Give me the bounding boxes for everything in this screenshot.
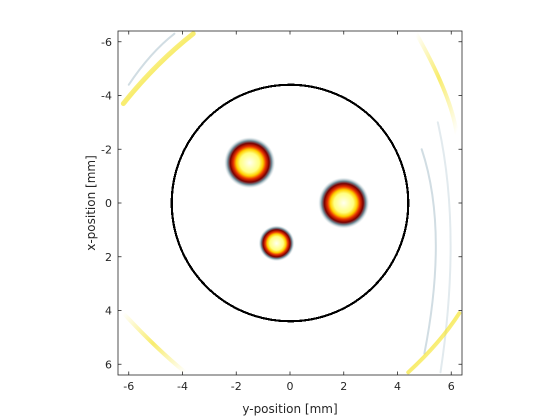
x-tick-label: 6 xyxy=(448,380,455,393)
artifact-arc-3 xyxy=(414,31,459,136)
y-tick-label: -2 xyxy=(101,143,112,156)
artifact-arc-5 xyxy=(436,121,452,374)
x-axis-ticks: -6 -4 -2 0 2 4 6 xyxy=(123,31,455,393)
plot-area xyxy=(118,31,462,375)
source-1 xyxy=(224,137,276,189)
x-tick-label: -2 xyxy=(231,380,242,393)
artifact-arc-4 xyxy=(420,148,437,355)
y-axis-label: x-position [mm] xyxy=(84,155,98,251)
x-tick-label: 2 xyxy=(340,380,347,393)
source-3 xyxy=(258,225,295,262)
x-tick-label: -6 xyxy=(123,380,134,393)
artifact-arc-7 xyxy=(406,311,462,375)
sensor-layer xyxy=(170,83,410,323)
y-tick-label: 6 xyxy=(105,358,112,371)
y-tick-label: 4 xyxy=(105,305,112,318)
plot-background xyxy=(118,31,462,375)
y-tick-label: 0 xyxy=(105,197,112,210)
artifact-arc-1 xyxy=(120,31,196,107)
sensor-circle xyxy=(170,83,410,323)
sources-layer xyxy=(224,137,370,262)
source-2 xyxy=(318,177,370,229)
artifact-arc-2 xyxy=(127,32,176,86)
x-tick-label: 0 xyxy=(287,380,294,393)
y-tick-label: 2 xyxy=(105,251,112,264)
x-tick-label: 4 xyxy=(394,380,401,393)
x-axis-label: y-position [mm] xyxy=(242,402,337,416)
artifact-arc-6 xyxy=(121,311,188,375)
y-axis-ticks: -6 -4 -2 0 2 4 6 xyxy=(101,36,462,371)
y-tick-label: -4 xyxy=(101,90,112,103)
x-tick-label: -4 xyxy=(177,380,188,393)
reconstruction-artifacts xyxy=(120,31,462,375)
y-tick-label: -6 xyxy=(101,36,112,49)
